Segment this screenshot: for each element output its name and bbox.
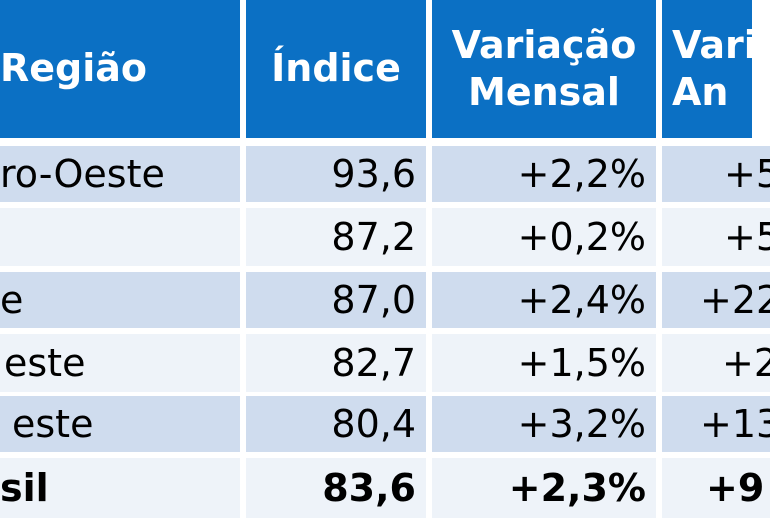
table-cell: +5 — [662, 146, 770, 202]
table-cell: +1,5% — [432, 334, 656, 392]
table-cell: +22 — [662, 272, 770, 328]
table-cell: 80,4 — [246, 396, 426, 452]
table-cell: 82,7 — [246, 334, 426, 392]
table-cell — [0, 208, 240, 266]
table-cell: ro-Oeste — [0, 146, 240, 202]
table-cell: +2,3% — [432, 458, 656, 518]
table-cell: +2,4% — [432, 272, 656, 328]
table-cell: este — [0, 334, 240, 392]
header-cell: Índice — [246, 0, 426, 138]
table-cell: +13 — [662, 396, 770, 452]
table-cell: +2,2% — [432, 146, 656, 202]
table-cell: sil — [0, 458, 240, 518]
table-cell: e — [0, 272, 240, 328]
table-cell: 87,0 — [246, 272, 426, 328]
table-cell: este — [0, 396, 240, 452]
header-cell: Região — [0, 0, 240, 138]
table-cell: 87,2 — [246, 208, 426, 266]
header-cell: Variação Mensal — [432, 0, 656, 138]
table-cell: +9 — [662, 458, 770, 518]
table-cell: +5 — [662, 208, 770, 266]
header-cell: Varia An — [662, 0, 752, 138]
table-cell: 93,6 — [246, 146, 426, 202]
table-cell: +2 — [662, 334, 770, 392]
table-cell: +0,2% — [432, 208, 656, 266]
table-cell: 83,6 — [246, 458, 426, 518]
table-cell: +3,2% — [432, 396, 656, 452]
